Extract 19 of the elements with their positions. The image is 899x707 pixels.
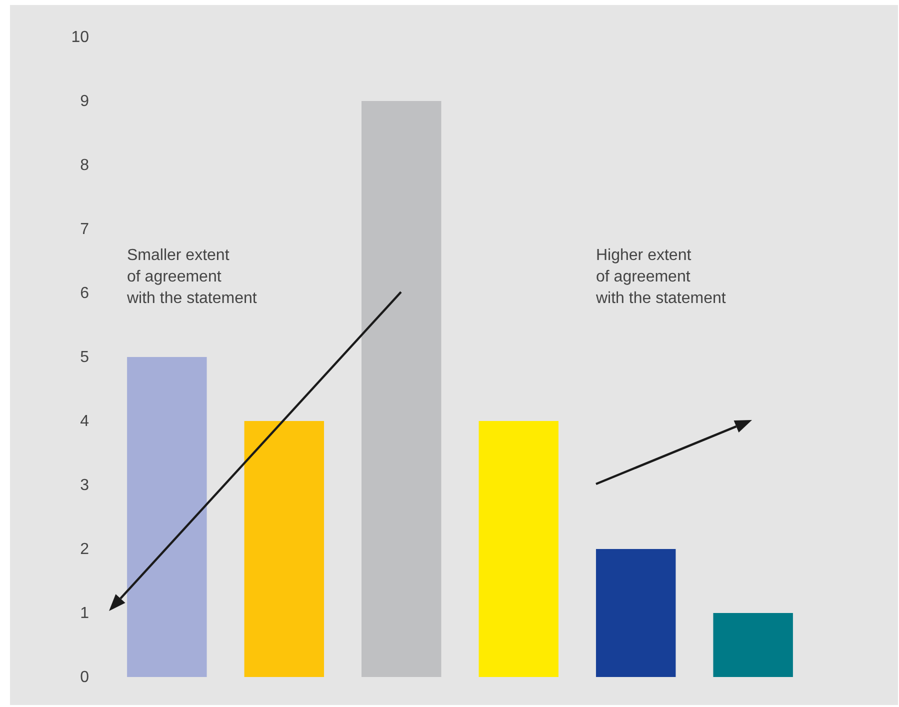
annotation: Higher extent of agreement with the statement xyxy=(595,247,726,307)
y-tick-label: 6 xyxy=(80,285,90,302)
y-tick-label: 10 xyxy=(71,29,90,46)
y-tick-label: 2 xyxy=(80,541,90,558)
bar xyxy=(244,421,324,677)
bar xyxy=(596,549,676,677)
bar xyxy=(362,101,442,677)
bar xyxy=(127,357,207,677)
annotation: Smaller extent of agreement with the statement xyxy=(126,247,258,307)
bar xyxy=(713,613,793,677)
bar xyxy=(478,421,558,677)
y-tick-label: 1 xyxy=(80,605,90,622)
y-tick-label: 9 xyxy=(80,93,90,110)
y-tick-label: 5 xyxy=(80,349,90,366)
y-tick-label: 7 xyxy=(80,221,90,238)
y-tick-label: 0 xyxy=(80,669,90,686)
y-tick-label: 8 xyxy=(80,157,90,174)
y-tick-label: 4 xyxy=(80,413,90,430)
y-tick-label: 3 xyxy=(80,477,90,494)
